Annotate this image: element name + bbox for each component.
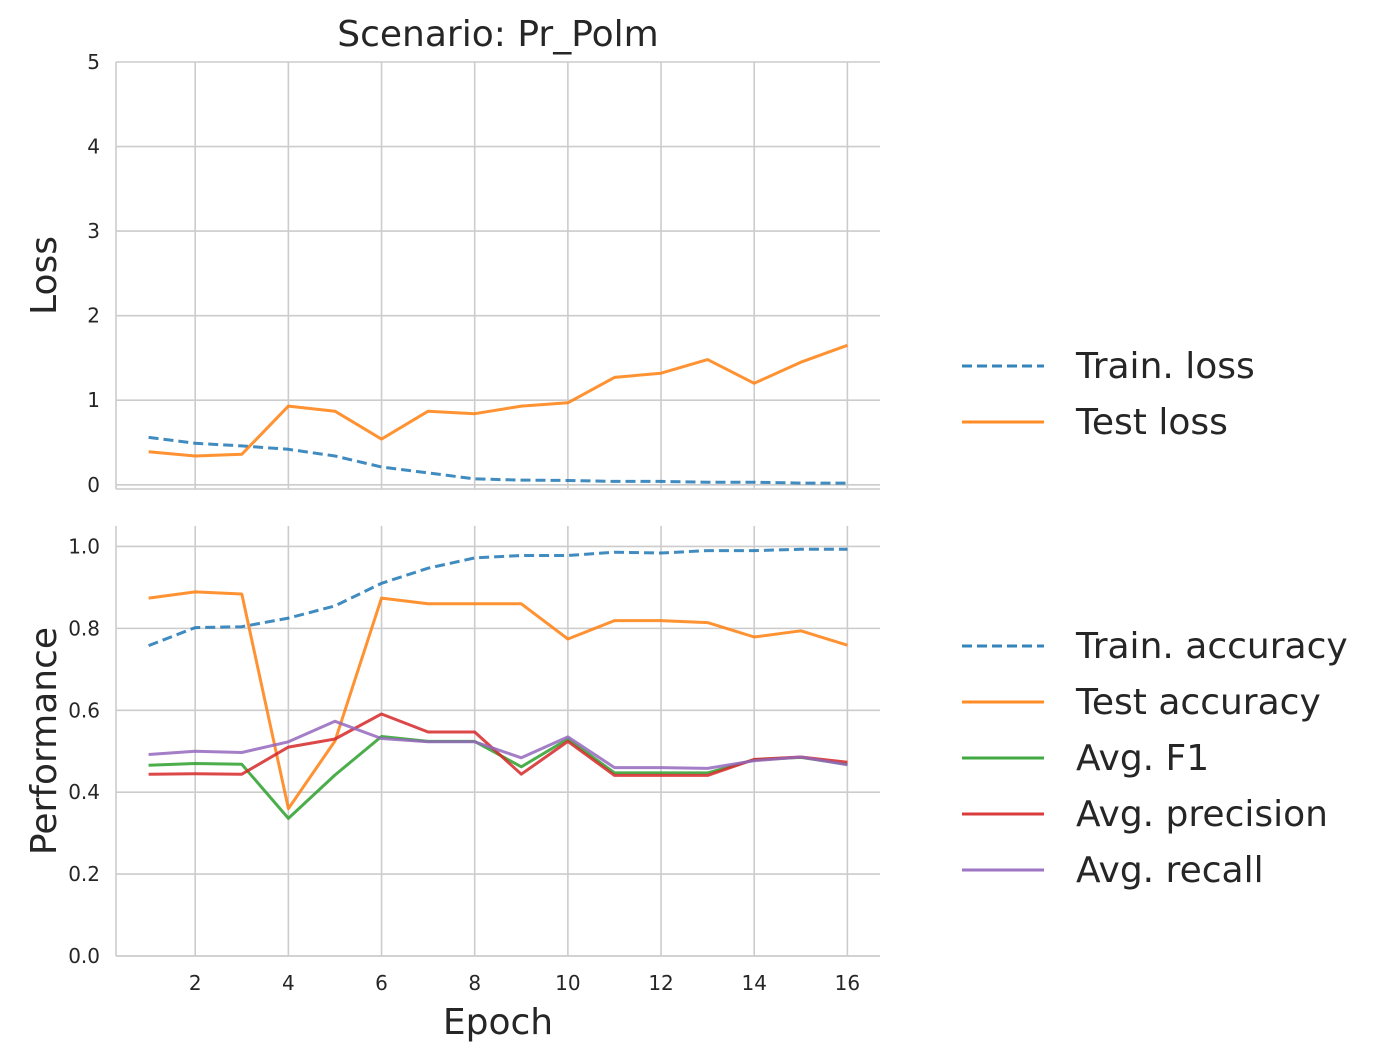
series-line-train-accuracy — [148, 547, 848, 647]
legend-label-avg-precision: Avg. precision — [1076, 794, 1328, 835]
legend-label-test-loss: Test loss — [1075, 402, 1228, 443]
performance-y-tick-label: 0.8 — [68, 616, 100, 640]
performance-x-tick-label: 6 — [375, 971, 388, 995]
performance-x-tick-label: 4 — [282, 971, 295, 995]
performance-legend: Train. accuracy Test accuracy Avg. F1 Avg. … — [962, 626, 1348, 891]
performance-y-tick-label: 0.0 — [68, 944, 100, 968]
performance-y-axis-label: Performance — [24, 627, 65, 855]
series-line-train-loss — [148, 435, 848, 485]
legend-label-test-accuracy: Test accuracy — [1075, 682, 1321, 723]
series-line-avg-precision — [148, 712, 848, 777]
performance-y-tick-label: 1.0 — [68, 534, 100, 558]
loss-y-tick-label: 4 — [87, 135, 100, 159]
performance-y-tick-label: 0.4 — [68, 780, 100, 804]
loss-y-axis-label: Loss — [24, 236, 65, 315]
loss-legend: Train. loss Test loss — [962, 346, 1255, 443]
loss-panel: 0 1 2 3 4 5 Scenario: Pr_Polm Loss — [24, 14, 880, 497]
performance-x-tick-label: 10 — [555, 971, 580, 995]
legend-label-train-accuracy: Train. accuracy — [1075, 626, 1348, 667]
loss-y-tick-label: 0 — [87, 473, 100, 497]
loss-y-tick-label: 3 — [87, 219, 100, 243]
series-line-test-loss — [148, 343, 848, 458]
series-line-test-accuracy — [148, 590, 848, 811]
performance-x-tick-label: 16 — [835, 971, 860, 995]
legend-label-train-loss: Train. loss — [1075, 346, 1255, 387]
performance-x-tick-label: 12 — [648, 971, 673, 995]
series-line-avg-recall — [148, 719, 848, 770]
performance-panel: 0.0 0.2 0.4 0.6 0.8 1.0 2 4 6 8 10 12 14 16 Performanc… — [24, 526, 880, 1043]
performance-x-tick-label: 2 — [189, 971, 202, 995]
loss-y-tick-label: 5 — [87, 50, 100, 74]
loss-y-tick-label: 2 — [87, 304, 100, 328]
performance-x-tick-label: 8 — [468, 971, 481, 995]
performance-y-tick-label: 0.6 — [68, 698, 100, 722]
legend-label-avg-recall: Avg. recall — [1076, 850, 1264, 891]
performance-x-tick-label: 14 — [741, 971, 766, 995]
loss-y-tick-label: 1 — [87, 388, 100, 412]
performance-x-axis-label: Epoch — [443, 1002, 553, 1043]
performance-y-tick-label: 0.2 — [68, 862, 100, 886]
chart-title: Scenario: Pr_Polm — [337, 14, 658, 55]
legend-label-avg-f1: Avg. F1 — [1076, 738, 1209, 779]
